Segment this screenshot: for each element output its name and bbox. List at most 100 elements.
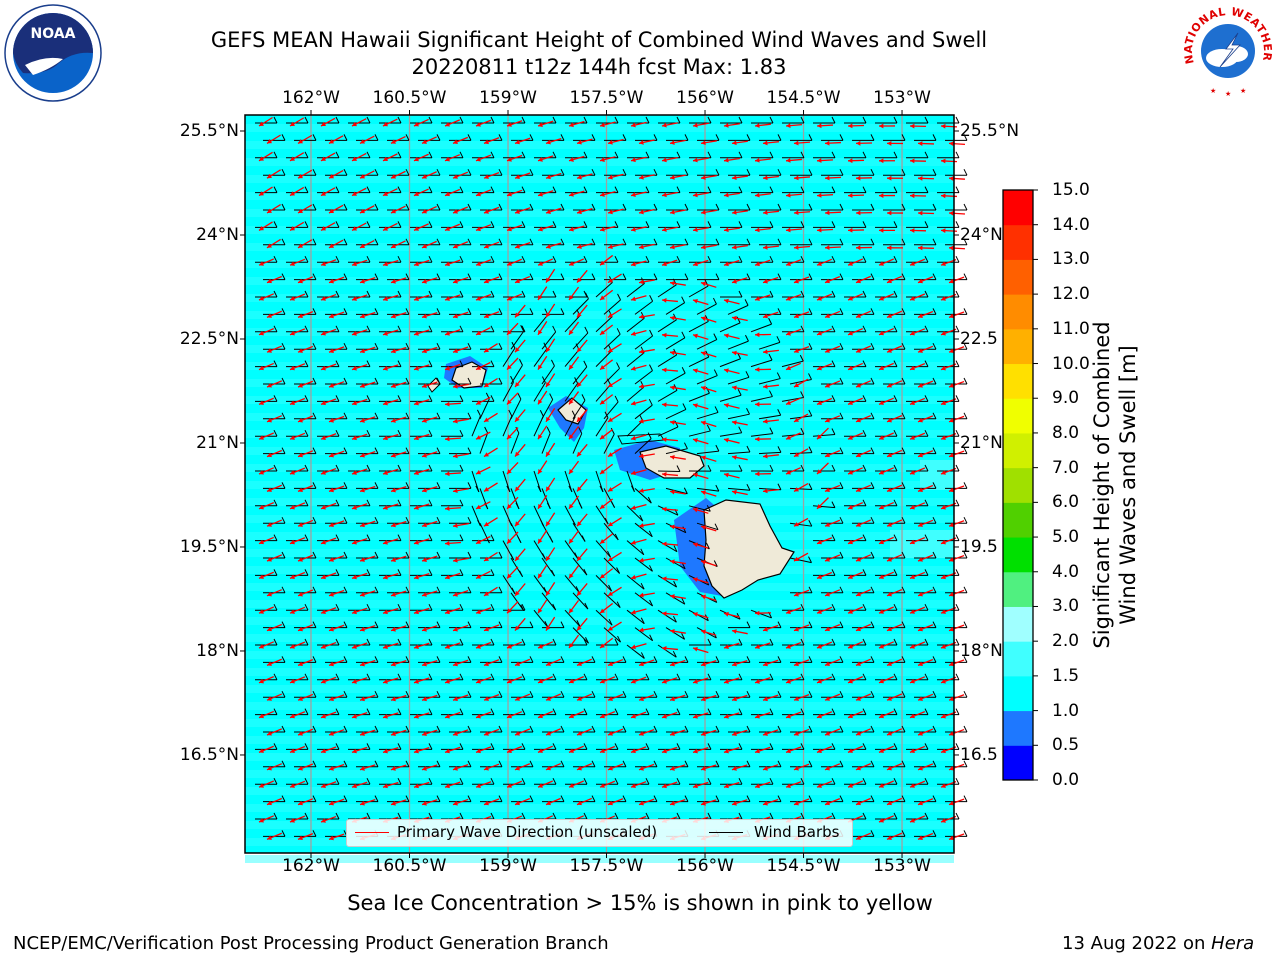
wind-barb	[626, 352, 645, 367]
wind-barb-feather	[684, 273, 689, 280]
wave-arrow-head	[445, 713, 450, 719]
wind-barb-feather	[428, 603, 433, 611]
wave-arrow-head	[693, 333, 698, 339]
wave-arrow-head	[546, 590, 551, 596]
wind-barb-feather	[581, 535, 586, 542]
wind-barb-feather	[498, 377, 503, 385]
wind-barb-feather	[343, 482, 348, 489]
ocean-band	[245, 413, 954, 421]
wave-arrow-head	[259, 783, 264, 788]
wave-arrow-head	[476, 539, 481, 544]
ocean-band	[245, 192, 954, 200]
wind-barb	[626, 540, 645, 556]
wind-barb-feather	[862, 325, 867, 333]
wind-barb	[657, 609, 677, 623]
wave-arrow-head	[856, 731, 861, 736]
wave-arrow-head	[445, 644, 450, 649]
wave-arrow-head	[569, 261, 574, 266]
wave-arrow-head	[732, 455, 737, 460]
wave-arrow-head	[329, 661, 334, 667]
wind-barb-feather	[713, 369, 718, 376]
wave-arrow-head	[817, 227, 822, 233]
wave-arrow-head	[352, 121, 357, 127]
wind-barb-legend-label: Wind Barbs	[754, 823, 840, 841]
wind-barb-feather	[397, 499, 402, 507]
wave-arrow-head	[887, 313, 892, 318]
wind-barb-feather	[304, 186, 309, 193]
wind-barb-feather	[963, 656, 968, 663]
wind-barb-feather	[436, 168, 441, 176]
wave-arrow-head	[352, 261, 357, 267]
wave-arrow-head	[422, 418, 427, 423]
wind-barb-feather	[955, 360, 960, 367]
wave-arrow-head	[546, 451, 551, 457]
wave-arrow-head	[693, 507, 698, 513]
wind-barb-feather	[614, 533, 619, 541]
wind-barb-feather	[676, 465, 681, 472]
wave-arrow-head	[670, 454, 675, 460]
wind-barb-feather	[955, 325, 960, 333]
wind-barb-feather	[622, 690, 627, 698]
wind-barb-feather	[808, 238, 813, 246]
wave-arrow-head	[941, 644, 946, 649]
wind-barb-feather	[746, 134, 751, 141]
wave-arrow-head	[360, 487, 365, 493]
wave-arrow-head	[577, 800, 582, 806]
wave-arrow-head	[887, 278, 892, 284]
wind-barb-feather	[932, 760, 937, 768]
wave-arrow-head	[786, 435, 791, 440]
wind-barb-feather	[713, 333, 718, 340]
wave-arrow-head	[290, 330, 295, 336]
wind-barb-feather	[963, 308, 968, 315]
wind-barb-feather	[521, 116, 526, 124]
wave-arrow-head	[732, 210, 737, 215]
wind-barb	[634, 300, 653, 315]
wind-barb-feather	[893, 603, 898, 611]
wave-arrow-head	[600, 469, 605, 474]
wind-barb-feather	[645, 743, 650, 750]
wave-arrow-head	[538, 434, 543, 440]
wave-arrow-head	[941, 193, 946, 199]
wind-barb-feather	[428, 673, 433, 681]
wind-barb-feather	[800, 151, 805, 159]
wave-arrow-head	[515, 312, 520, 318]
wave-arrow-head	[763, 140, 768, 146]
wind-barb-feather	[490, 708, 495, 715]
wave-arrow-head	[662, 227, 667, 232]
wind-barb-feather	[273, 603, 278, 611]
wave-arrow-head	[918, 278, 923, 284]
wind-barb-feather	[707, 151, 712, 159]
wave-arrow-head	[453, 661, 458, 667]
wind-barb-feather	[831, 428, 836, 435]
wave-arrow-head	[577, 312, 582, 318]
wave-arrow-head	[755, 401, 760, 407]
wave-arrow-head	[577, 139, 582, 145]
wind-barb-feather	[924, 360, 929, 367]
wind-barb-feather	[537, 485, 542, 493]
wind-barb-feather	[281, 551, 286, 559]
wave-arrow-head	[414, 714, 419, 719]
wave-arrow-head	[949, 557, 954, 562]
wave-arrow-head	[670, 661, 675, 667]
wind-barb-feather	[673, 348, 678, 356]
wave-arrow-head	[856, 800, 861, 806]
wave-arrow-head	[298, 278, 303, 284]
wave-arrow-head	[484, 487, 489, 492]
wave-arrow-head	[600, 192, 605, 197]
wind-barb-feather	[552, 221, 557, 228]
wind-barb	[572, 433, 583, 454]
wind-barb-feather	[862, 603, 867, 611]
wind-barb	[688, 356, 710, 368]
wind-barb-feather	[568, 485, 573, 493]
wave-arrow-head	[856, 591, 861, 597]
wind-barb-feather	[839, 690, 844, 698]
wind-barb-feather	[343, 342, 348, 350]
wind-barb-feather	[870, 308, 875, 315]
wind-barb-feather	[738, 708, 743, 715]
wave-arrow-head	[825, 731, 830, 736]
wave-arrow-head	[445, 436, 450, 442]
wave-arrow-head	[608, 382, 613, 387]
wave-arrow-head	[732, 385, 737, 391]
wave-arrow-head	[631, 644, 636, 650]
wind-barb-feather	[436, 690, 441, 698]
